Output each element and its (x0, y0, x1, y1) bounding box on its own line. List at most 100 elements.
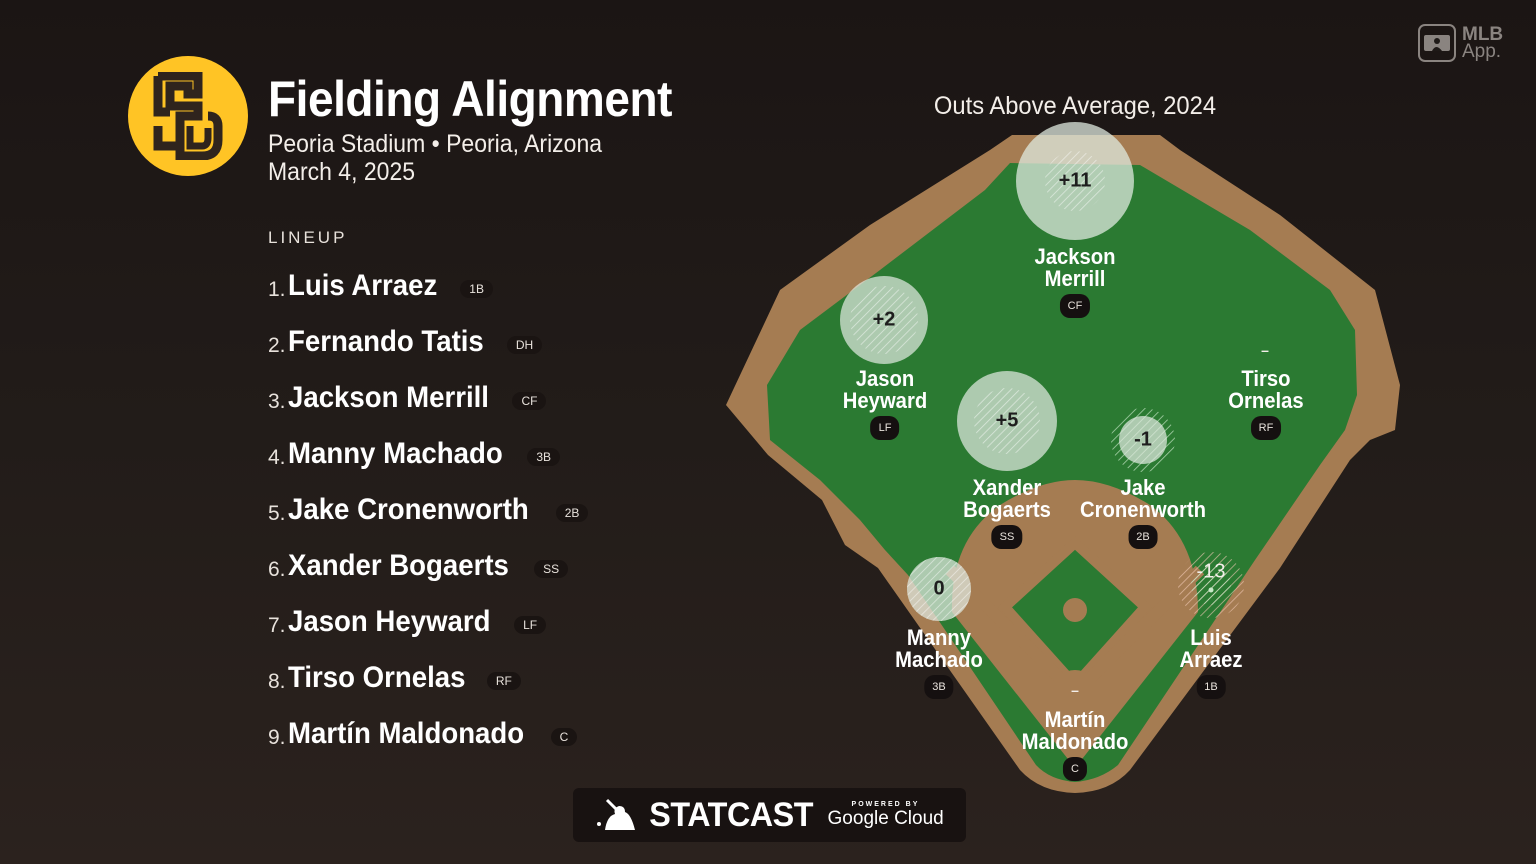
position-badge: C (550, 728, 578, 746)
position-badge: RF (486, 672, 521, 690)
batting-order: 7. (268, 614, 286, 637)
batting-order: 5. (268, 502, 286, 525)
lineup-item: 2. Fernando Tatis DH (268, 314, 588, 370)
oaa-value-ss: +5 (995, 409, 1019, 432)
first-name: Tirso (1241, 366, 1291, 391)
last-name: Machado (895, 647, 983, 672)
oaa-value-cf: +11 (1058, 169, 1092, 192)
lineup-item: 5. Jake Cronenworth 2B (268, 482, 589, 538)
field-player-rf: Tirso Ornelas RF (1225, 368, 1307, 440)
position-badge: DH (506, 336, 543, 354)
venue: Peoria Stadium • Peoria, Arizona (268, 130, 603, 158)
oaa-bubble-ss (957, 371, 1057, 471)
player-name: Jake Cronenworth (288, 493, 529, 526)
field-player-2b: Jake Cronenworth 2B (1075, 477, 1212, 549)
lineup-item: 3. Jackson Merrill CF (268, 370, 588, 426)
lineup-item: 6. Xander Bogaerts SS (268, 538, 588, 594)
player-name: Jason Heyward (288, 605, 491, 638)
oaa-bubble-1b (1178, 552, 1244, 618)
statcast-wordmark: STATCAST (649, 795, 814, 834)
player-name: Tirso Ornelas (288, 661, 466, 694)
oaa-bubble-cf (1016, 122, 1134, 240)
field-player-lf: Jason Heyward LF (839, 368, 931, 440)
google-cloud-label: Google Cloud (827, 807, 944, 829)
first-name: Jake (1120, 475, 1166, 500)
padres-sd-logo-icon (153, 72, 223, 160)
position-badge: LF (514, 616, 547, 634)
last-name: Cronenworth (1080, 497, 1206, 522)
position-badge: 3B (924, 675, 954, 699)
mlb-app-badge: MLB App. (1418, 24, 1503, 62)
mlb-app-label: MLB App. (1462, 24, 1504, 62)
oaa-value-1b: -13 (1196, 560, 1226, 583)
field-player-ss: Xander Bogaerts SS (959, 477, 1054, 549)
first-name: Martín (1044, 707, 1106, 732)
oaa-value-lf: +2 (872, 308, 896, 331)
player-name: Luis Arraez (288, 269, 438, 302)
mlb-batter-logo-icon (597, 798, 636, 830)
lineup-item: 9. Martín Maldonado C (268, 706, 588, 762)
lineup-item: 7. Jason Heyward LF (268, 594, 588, 650)
position-badge: RF (1250, 416, 1282, 440)
oaa-bubble-3b (907, 557, 971, 621)
last-name: Merrill (1044, 266, 1106, 291)
first-name: Jason (855, 366, 915, 391)
batting-order: 1. (268, 278, 286, 301)
statcast-banner: STATCAST POWERED BY Google Cloud (573, 788, 966, 842)
player-name: Manny Machado (288, 437, 503, 470)
oaa-bubble-2b (1111, 408, 1175, 472)
batting-order: 2. (268, 334, 286, 357)
powered-by-label: POWERED BY (851, 800, 920, 808)
oaa-value-rf: – (1261, 342, 1269, 358)
field-player-3b: Manny Machado 3B (891, 627, 986, 699)
lineup-item: 4. Manny Machado 3B (268, 426, 588, 482)
position-badge: 1B (460, 280, 493, 298)
last-name: Bogaerts (963, 497, 1051, 522)
pitchers-mound (1063, 598, 1087, 622)
last-name: Heyward (842, 388, 928, 413)
batting-order: 4. (268, 446, 286, 469)
oaa-value-2b: -1 (1134, 428, 1152, 451)
page-title: Fielding Alignment (268, 71, 672, 127)
last-name: Maldonado (1021, 729, 1129, 754)
first-name: Manny (906, 625, 972, 650)
field-player-1b: Luis Arraez 1B (1177, 627, 1245, 699)
lineup-item: 8. Tirso Ornelas RF (268, 650, 588, 706)
mlb-text: MLB (1462, 24, 1504, 45)
field-player-cf: Jackson Merrill CF (1031, 246, 1119, 318)
batting-order: 3. (268, 390, 286, 413)
chart-title: Outs Above Average, 2024 (933, 92, 1217, 120)
oaa-bubble-lf (840, 276, 928, 364)
lineup-item: 1. Luis Arraez 1B (268, 258, 588, 314)
google-cloud-credit: POWERED BY Google Cloud (828, 801, 944, 830)
first-name: Luis (1190, 625, 1232, 650)
game-date: March 4, 2025 (268, 158, 416, 186)
position-badge: SS (534, 560, 569, 578)
game-info: Peoria Stadium • Peoria, Arizona March 4… (268, 130, 602, 186)
position-badge: LF (870, 416, 900, 440)
first-name: Jackson (1034, 244, 1116, 269)
player-name: Jackson Merrill (288, 381, 489, 414)
lineup-heading: LINEUP (268, 228, 348, 247)
player-name: Martín Maldonado (288, 717, 525, 750)
position-badge: 1B (1196, 675, 1226, 699)
app-text: App. (1462, 41, 1502, 62)
mlb-logo-icon (1418, 24, 1456, 62)
lineup-list: 1. Luis Arraez 1B 2. Fernando Tatis DH 3… (268, 258, 589, 762)
first-name: Xander (972, 475, 1042, 500)
team-logo (128, 56, 248, 176)
field-player-c: Martín Maldonado C (1017, 709, 1133, 781)
position-badge: 2B (555, 504, 589, 522)
position-badge: C (1063, 757, 1087, 781)
last-name: Ornelas (1228, 388, 1304, 413)
position-badge: 3B (527, 448, 561, 466)
position-badge: CF (1059, 294, 1091, 318)
oaa-value-c: – (1071, 682, 1079, 698)
position-badge: SS (991, 525, 1023, 549)
position-badge: CF (512, 392, 547, 410)
last-name: Arraez (1179, 647, 1243, 672)
home-plate-area (1053, 670, 1097, 714)
batting-order: 6. (268, 558, 286, 581)
player-name: Xander Bogaerts (288, 549, 509, 582)
